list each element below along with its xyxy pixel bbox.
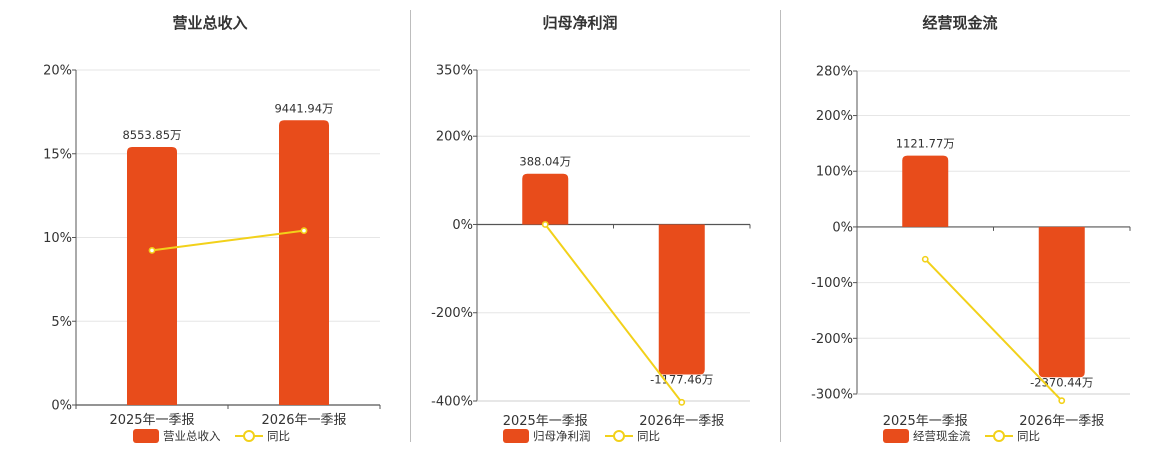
- y-tick-label: -300%: [811, 388, 853, 403]
- legend-bar-label: 归母净利润: [533, 429, 591, 443]
- legend-line-label: 同比: [637, 429, 660, 443]
- y-tick-label: 280%: [816, 65, 853, 80]
- legend-line-label: 同比: [1017, 429, 1040, 443]
- x-category-label: 2026年一季报: [1019, 414, 1104, 429]
- legend-bar-swatch: [883, 429, 909, 443]
- y-tick-label: -200%: [431, 306, 473, 321]
- legend-bar-swatch: [503, 429, 529, 443]
- bar: [1038, 226, 1085, 378]
- y-tick-label: 0%: [832, 220, 853, 235]
- chart-panel-3: 经营现金流 280% 200% 100% 0% -100% -200% -300% 2025年一…: [811, 14, 1131, 443]
- chart-panel-2: 归母净利润 350% 200% 0% -200% -400% 2025年一季报 2026年一季…: [431, 14, 751, 443]
- y-tick-label: 5%: [51, 315, 72, 330]
- chart-title: 经营现金流: [922, 14, 997, 32]
- y-tick-label: 200%: [436, 130, 473, 145]
- bar-data-label: 8553.85万: [122, 128, 181, 142]
- y-tick-label: 0%: [51, 399, 72, 414]
- bar: [658, 224, 705, 375]
- y-tick-label: -100%: [811, 276, 853, 291]
- x-category-label: 2025年一季报: [109, 413, 194, 428]
- yoy-point: [921, 255, 929, 263]
- x-category-label: 2025年一季报: [503, 414, 588, 429]
- legend-bar-label: 营业总收入: [163, 429, 221, 443]
- y-tick-label: 10%: [43, 231, 72, 246]
- yoy-point: [541, 221, 549, 228]
- legend-line-marker: [993, 430, 1005, 442]
- x-category-label: 2025年一季报: [883, 414, 968, 429]
- panel-divider-1: [410, 10, 411, 442]
- y-tick-label: -400%: [431, 395, 473, 410]
- legend-line-label: 同比: [267, 429, 290, 443]
- y-tick-label: 350%: [436, 64, 473, 79]
- yoy-point: [678, 398, 686, 406]
- yoy-point: [1058, 397, 1066, 405]
- y-tick-label: 100%: [816, 165, 853, 180]
- yoy-point: [148, 246, 156, 254]
- panel-divider-2: [780, 10, 781, 442]
- bar: [902, 155, 949, 227]
- y-tick-label: 20%: [43, 64, 72, 79]
- chart-title: 营业总收入: [172, 14, 247, 32]
- chart-panel-1: 营业总收入 20% 15% 10% 5% 0% 2025年一季报 2026年一季报 8553.8…: [43, 14, 381, 443]
- x-category-label: 2026年一季报: [261, 413, 346, 428]
- bar-data-label: -2370.44万: [1030, 375, 1093, 389]
- x-category-label: 2026年一季报: [639, 414, 724, 429]
- bar-data-label: 9441.94万: [274, 101, 333, 115]
- yoy-line: [544, 223, 683, 403]
- bar-data-label: 1121.77万: [896, 137, 955, 151]
- legend-bar-swatch: [133, 429, 159, 443]
- yoy-point: [300, 227, 308, 235]
- bar: [127, 147, 177, 406]
- legend-line-marker: [243, 430, 255, 442]
- yoy-line: [151, 229, 305, 252]
- bar: [279, 120, 329, 405]
- legend-bar-label: 经营现金流: [913, 429, 971, 443]
- chart-title: 归母净利润: [542, 14, 617, 32]
- legend-line-marker: [613, 430, 625, 442]
- y-tick-label: 0%: [452, 218, 473, 233]
- y-tick-label: -200%: [811, 332, 853, 347]
- yoy-line: [924, 258, 1063, 402]
- bar: [522, 173, 569, 225]
- bar-data-label: 388.04万: [519, 155, 571, 169]
- y-tick-label: 15%: [43, 147, 72, 162]
- y-tick-label: 200%: [816, 109, 853, 124]
